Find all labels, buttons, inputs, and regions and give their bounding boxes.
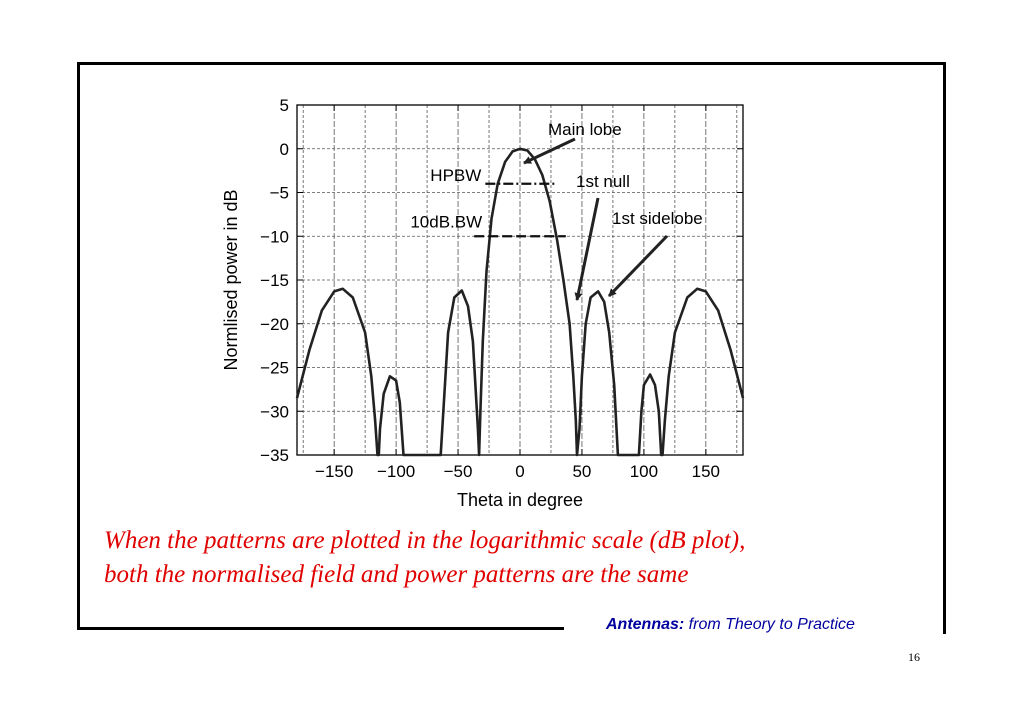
y-tick-label: −30	[260, 402, 289, 421]
first-null-arrow	[574, 197, 600, 301]
x-tick-label: −150	[315, 462, 353, 481]
y-tick-label: −20	[260, 315, 289, 334]
y-tick-label: −35	[260, 446, 289, 465]
footer: Antennas: from Theory to Practice	[606, 616, 855, 634]
y-tick-label: 0	[280, 140, 289, 159]
footer-text: from Theory to Practice	[684, 616, 855, 633]
frame-bottom-border	[77, 627, 564, 630]
first-sidelobe-arrow	[607, 234, 669, 298]
hpbw-label: HPBW	[430, 166, 481, 185]
caption-line-1: When the patterns are plotted in the log…	[104, 527, 746, 554]
x-tick-label: 50	[572, 462, 591, 481]
pattern-curve	[295, 147, 745, 457]
first-sidelobe-label: 1st sidelobe	[612, 209, 703, 228]
x-tick-label: 100	[630, 462, 658, 481]
y-tick-label: 5	[280, 96, 289, 115]
y-tick-label: −5	[270, 184, 289, 203]
y-tick-label: −15	[260, 271, 289, 290]
ten-db-bw-label: 10dB.BW	[410, 212, 482, 231]
frame-right-border	[943, 62, 946, 634]
x-tick-label: 0	[515, 462, 524, 481]
page-number: 16	[908, 650, 920, 664]
y-tick-label: −10	[260, 227, 289, 246]
caption-line-2: both the normalised field and power patt…	[104, 561, 689, 588]
main-lobe-arrow	[523, 137, 576, 165]
y-tick-label: −25	[260, 359, 289, 378]
x-tick-label: −50	[444, 462, 473, 481]
frame-left-border	[77, 62, 80, 630]
first-null-label: 1st null	[576, 172, 630, 191]
main-lobe-label: Main lobe	[548, 120, 622, 139]
slide-caption: When the patterns are plotted in the log…	[104, 524, 934, 592]
x-tick-label: 150	[692, 462, 720, 481]
x-tick-label: −100	[377, 462, 415, 481]
y-axis-label: Normlised power in dB	[221, 189, 241, 370]
radiation-pattern-chart: −150 −100 −50 0 50 100 15050−5−10−15−20−25−30−…	[221, 96, 745, 510]
footer-brand: Antennas:	[606, 616, 685, 633]
frame-top-border	[77, 62, 946, 65]
x-axis-label: Theta in degree	[457, 490, 583, 510]
